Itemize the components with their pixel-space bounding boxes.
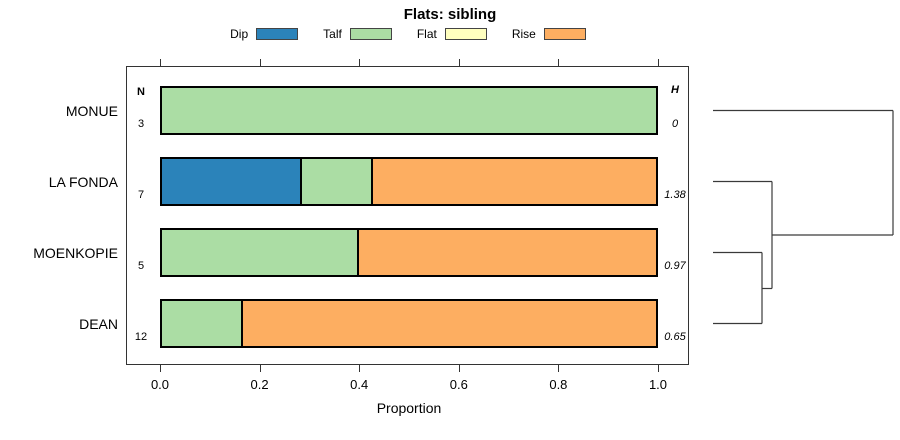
bar-segment-rise [241, 299, 658, 349]
y-axis-label: MOENKOPIE [33, 244, 118, 261]
x-axis-tick-label: 0.2 [250, 377, 269, 392]
x-axis-tick-bottom [658, 365, 659, 372]
n-value: 12 [134, 331, 148, 344]
bar-segment-rise [371, 157, 658, 207]
bar-segment-talf [300, 157, 374, 207]
x-axis-tick-label: 0.0 [150, 377, 170, 392]
legend-item-talf: Talf [323, 27, 392, 41]
legend-item-dip: Dip [230, 26, 299, 41]
plot-box [126, 66, 689, 365]
x-axis-tick-label: 0.6 [449, 377, 468, 392]
x-axis-tick-label: 0.4 [350, 377, 369, 392]
legend-item-flat: Flat [417, 27, 487, 41]
bar-segment-talf [160, 86, 658, 135]
x-axis-tick-top [259, 59, 261, 66]
legend-swatch-dip [256, 27, 299, 40]
h-value: 0.97 [664, 260, 686, 273]
x-axis-tick-top [458, 59, 460, 66]
x-axis-tick-bottom [359, 365, 361, 372]
bar-segment-talf [160, 299, 244, 349]
y-axis-label: MONUE [65, 102, 118, 119]
bar-segment-rise [357, 228, 658, 278]
x-axis-tick-top [558, 59, 560, 66]
x-axis-tick-bottom [259, 365, 261, 372]
n-column-header: N [137, 86, 145, 98]
legend: Dip Talf Flat Rise [0, 26, 816, 41]
legend-swatch-talf [349, 27, 392, 40]
x-axis-tick-label: 0.8 [549, 377, 568, 392]
x-axis-tick-bottom [458, 365, 460, 372]
n-value: 5 [137, 260, 145, 273]
legend-label: Flat [416, 26, 437, 41]
x-axis-tick-top [658, 59, 659, 66]
legend-label: Talf [323, 26, 342, 41]
h-column-header: H [671, 84, 679, 96]
h-value: 1.38 [664, 189, 686, 202]
x-axis-tick-top [160, 59, 161, 66]
y-axis-label: LA FONDA [48, 173, 118, 190]
legend-label: Dip [230, 26, 249, 41]
legend-label: Rise [511, 26, 536, 41]
x-axis-title: Proportion [376, 400, 442, 416]
h-value: 0.65 [664, 331, 686, 344]
x-axis-tick-top [359, 59, 361, 66]
n-value: 7 [137, 189, 145, 202]
legend-item-rise: Rise [512, 27, 586, 41]
h-value: 0 [671, 118, 679, 130]
x-axis-tick-bottom [558, 365, 560, 372]
n-value: 3 [137, 118, 145, 130]
bar-segment-dip [160, 157, 303, 207]
bar-segment-talf [160, 228, 360, 278]
legend-swatch-rise [543, 27, 586, 40]
x-axis-tick-bottom [160, 365, 161, 372]
legend-swatch-flat [444, 27, 487, 40]
chart-title: Flats: sibling [403, 6, 497, 23]
x-axis-tick-label: 1.0 [648, 377, 668, 392]
y-axis-label: DEAN [79, 315, 118, 332]
